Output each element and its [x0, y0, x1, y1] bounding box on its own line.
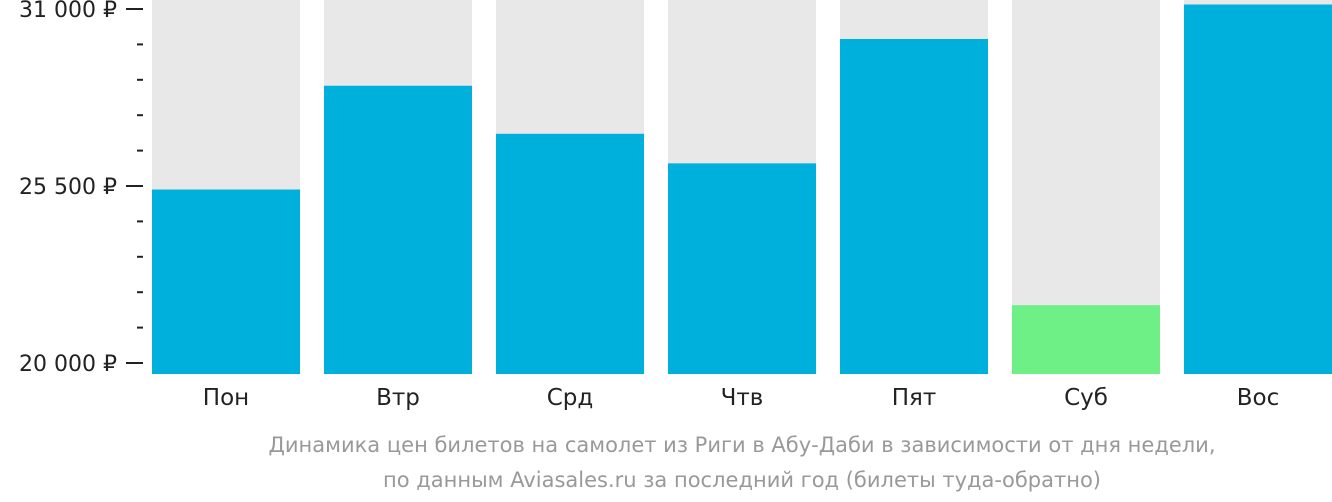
y-tick-label: 25 500 ₽: [19, 175, 117, 200]
x-tick-label: Чтв: [721, 385, 764, 411]
x-tick-label: Втр: [376, 385, 420, 411]
y-tick-label: 31 000 ₽: [19, 0, 117, 23]
x-tick-label: Суб: [1064, 385, 1108, 411]
bar-Срд: [496, 133, 644, 374]
chart-caption-line-2: по данным Aviasales.ru за последний год …: [383, 468, 1101, 492]
bars: [152, 0, 1332, 375]
bar-Суб: [1012, 305, 1160, 374]
y-axis: 20 000 ₽ 25 500 ₽ 31 000 ₽: [19, 0, 143, 377]
bar-Пон: [152, 189, 300, 374]
x-tick-label: Срд: [547, 385, 594, 411]
x-tick-label: Пон: [203, 385, 249, 411]
bar-Чтв: [668, 163, 816, 374]
x-axis: Пон Втр Срд Чтв Пят Суб Вос: [203, 385, 1279, 411]
x-tick-label: Вос: [1237, 385, 1280, 411]
price-by-weekday-chart: 20 000 ₽ 25 500 ₽ 31 000 ₽ Пон Втр Срд Чтв Пят…: [19, 0, 1332, 411]
x-tick-label: Пят: [892, 385, 937, 411]
chart-caption-line-1: Динамика цен билетов на самолет из Риги …: [268, 433, 1216, 457]
bar-Втр: [324, 85, 472, 375]
bar-Пят: [840, 38, 988, 374]
y-tick-label: 20 000 ₽: [19, 352, 117, 377]
bar-Вос: [1184, 4, 1332, 375]
